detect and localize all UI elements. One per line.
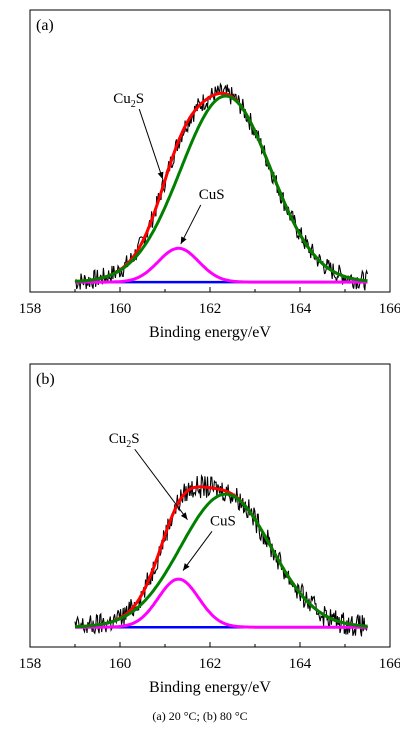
annotation-arrowhead — [157, 171, 164, 180]
annotation-label: CuS — [210, 513, 236, 529]
x-tick-label: 158 — [19, 656, 42, 672]
annotation-arrowhead — [180, 512, 188, 520]
annotation-label: CuS — [199, 187, 225, 203]
x-tick-label: 162 — [199, 656, 222, 672]
x-tick-label: 166 — [379, 656, 400, 672]
panel-label: (a) — [36, 17, 54, 34]
x-tick-label: 164 — [289, 656, 312, 672]
cu2s-fit-series — [74, 492, 368, 629]
panel-a: 158 160 162 164 166 Binding energy/eV (a) Cu2S C… — [19, 9, 400, 341]
x-tick-label: 164 — [289, 301, 312, 317]
figure-caption: (a) 20 °C; (b) 80 °C — [152, 709, 248, 723]
x-tick-label: 160 — [109, 301, 132, 317]
raw-data-series — [74, 474, 369, 637]
annotation-arrow — [134, 448, 188, 520]
annotation-arrow — [180, 204, 202, 245]
panel-label: (b) — [36, 371, 55, 388]
cus-fit-series — [75, 246, 368, 284]
plot-frame — [29, 9, 391, 293]
annotation-arrowhead — [183, 563, 190, 571]
x-tick-label: 166 — [379, 301, 400, 317]
annotation-label: Cu2S — [113, 91, 144, 110]
annotation-arrowhead — [180, 236, 187, 245]
panel-b: 158 160 162 164 166 Binding energy/eV (b) Cu2S C… — [19, 363, 400, 696]
cu2s-fit-series — [75, 94, 368, 283]
x-tick-label: 162 — [199, 301, 222, 317]
cus-fit-series — [75, 577, 368, 629]
plot-frame — [29, 363, 391, 648]
annotation-label: Cu2S — [109, 431, 140, 450]
annotation-arrow — [138, 108, 164, 180]
envelope-fit-series — [74, 485, 368, 629]
annotation-arrow — [182, 531, 213, 571]
x-axis-label: Binding energy/eV — [149, 679, 271, 696]
x-tick-label: 158 — [19, 301, 42, 317]
x-axis-label: Binding energy/eV — [149, 324, 271, 341]
x-tick-label: 160 — [109, 656, 132, 672]
